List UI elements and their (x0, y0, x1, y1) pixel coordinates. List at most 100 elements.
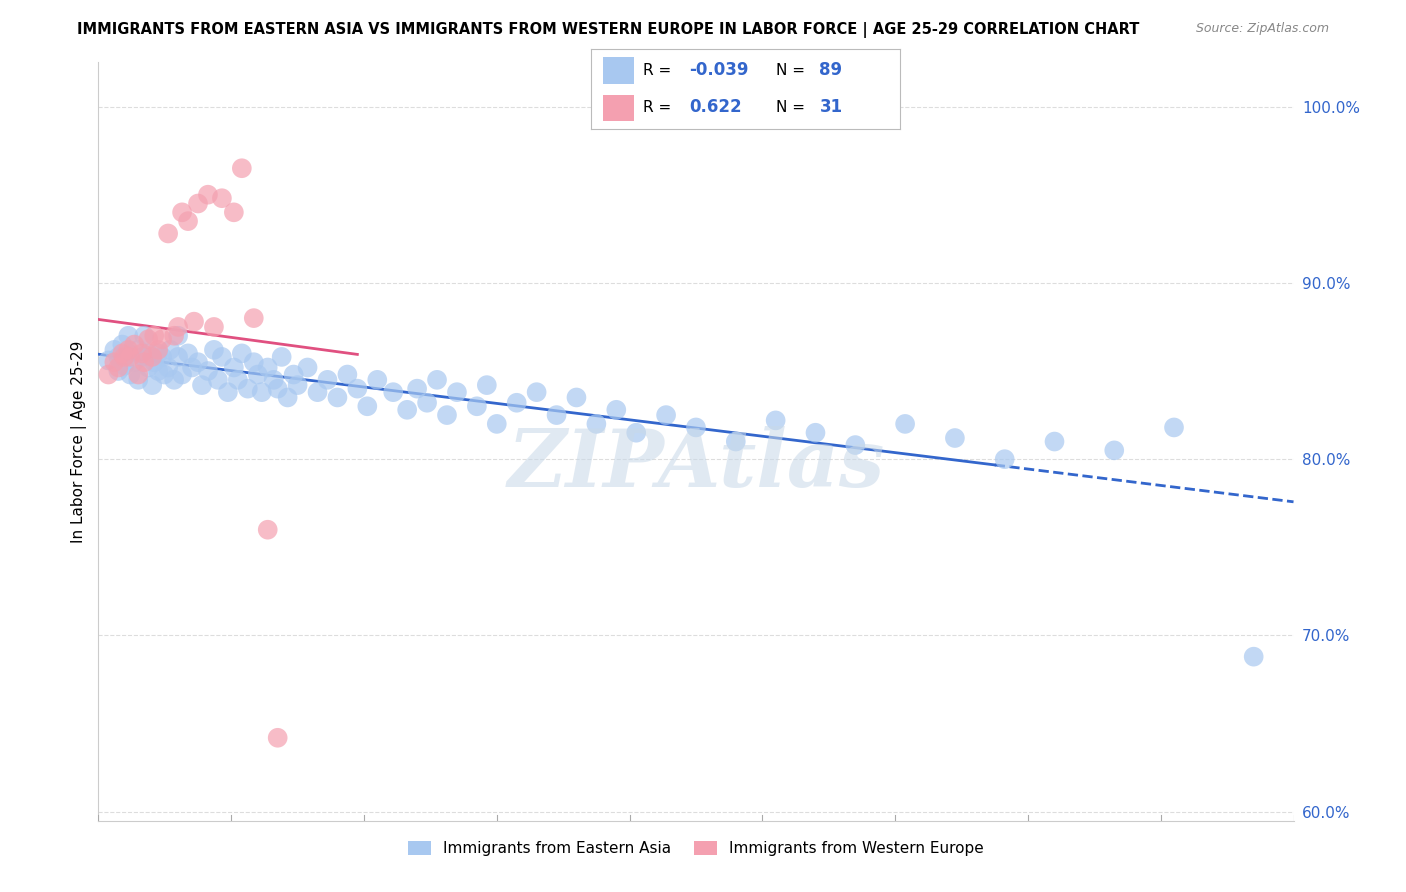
Point (626, 425, 648, 440)
Text: 89: 89 (820, 62, 842, 79)
Point (287, 378, 309, 392)
Point (97, 368, 120, 382)
Point (120, 350, 142, 364)
Point (191, 378, 214, 392)
Point (167, 328, 190, 343)
Point (382, 385, 405, 400)
Point (844, 438, 866, 452)
Point (141, 378, 163, 392)
Point (177, 346, 200, 360)
Text: 31: 31 (820, 98, 842, 116)
Point (356, 399, 378, 413)
Point (366, 373, 388, 387)
Point (202, 320, 225, 334)
Point (250, 385, 273, 400)
Point (157, 360, 180, 375)
Point (277, 391, 299, 405)
Point (124, 355, 146, 369)
Point (804, 425, 827, 440)
Point (267, 382, 290, 396)
Point (297, 360, 319, 375)
Point (994, 452, 1017, 467)
Point (283, 368, 305, 382)
Point (1243, 649, 1265, 664)
Legend: Immigrants from Eastern Asia, Immigrants from Western Europe: Immigrants from Eastern Asia, Immigrants… (402, 835, 990, 863)
Point (131, 350, 153, 364)
Point (217, 385, 239, 400)
Point (111, 337, 134, 351)
Point (546, 408, 568, 422)
Point (1104, 443, 1126, 458)
Point (136, 332, 159, 346)
Point (167, 320, 190, 334)
Bar (603, 95, 634, 121)
Point (172, 368, 194, 382)
Point (263, 373, 285, 387)
Point (187, 196, 209, 211)
Point (416, 396, 439, 410)
Text: R =: R = (643, 62, 676, 78)
Point (256, 360, 278, 375)
Point (465, 399, 488, 413)
Point (565, 391, 588, 405)
Point (172, 205, 194, 219)
Point (436, 408, 458, 422)
Point (1043, 434, 1066, 449)
Point (267, 731, 290, 745)
Point (231, 161, 253, 176)
Point (103, 343, 125, 357)
Point (143, 355, 166, 369)
Point (150, 332, 173, 346)
Point (124, 337, 146, 351)
Point (316, 373, 339, 387)
Text: N =: N = (776, 100, 810, 115)
Point (406, 382, 429, 396)
Point (157, 227, 180, 241)
Point (117, 343, 139, 357)
Point (148, 346, 170, 360)
Point (131, 346, 153, 360)
Point (127, 343, 149, 357)
Point (197, 187, 219, 202)
Point (270, 350, 292, 364)
Point (446, 385, 468, 400)
Text: N =: N = (776, 62, 810, 78)
Point (1163, 420, 1185, 434)
Point (97, 353, 120, 368)
Point (112, 350, 135, 364)
Point (141, 350, 163, 364)
Point (765, 413, 787, 427)
Point (117, 328, 139, 343)
Point (107, 350, 129, 364)
Point (163, 373, 186, 387)
Point (150, 350, 173, 364)
Point (177, 214, 200, 228)
Point (202, 343, 225, 357)
Point (346, 382, 368, 396)
Text: -0.039: -0.039 (689, 62, 749, 79)
Point (107, 364, 129, 378)
Point (163, 328, 186, 343)
Point (894, 417, 917, 431)
Point (207, 373, 229, 387)
Point (246, 368, 269, 382)
Point (183, 315, 205, 329)
Point (187, 355, 209, 369)
Point (336, 368, 359, 382)
Point (485, 417, 508, 431)
Point (943, 431, 966, 445)
Point (167, 350, 190, 364)
Point (243, 311, 266, 326)
Point (256, 523, 278, 537)
Point (197, 364, 219, 378)
Point (222, 360, 245, 375)
Point (148, 343, 170, 357)
Point (127, 368, 149, 382)
Point (655, 408, 678, 422)
Text: 0.622: 0.622 (689, 98, 742, 116)
Point (475, 378, 498, 392)
Point (685, 420, 707, 434)
Point (136, 346, 159, 360)
Point (143, 328, 166, 343)
Point (724, 434, 747, 449)
